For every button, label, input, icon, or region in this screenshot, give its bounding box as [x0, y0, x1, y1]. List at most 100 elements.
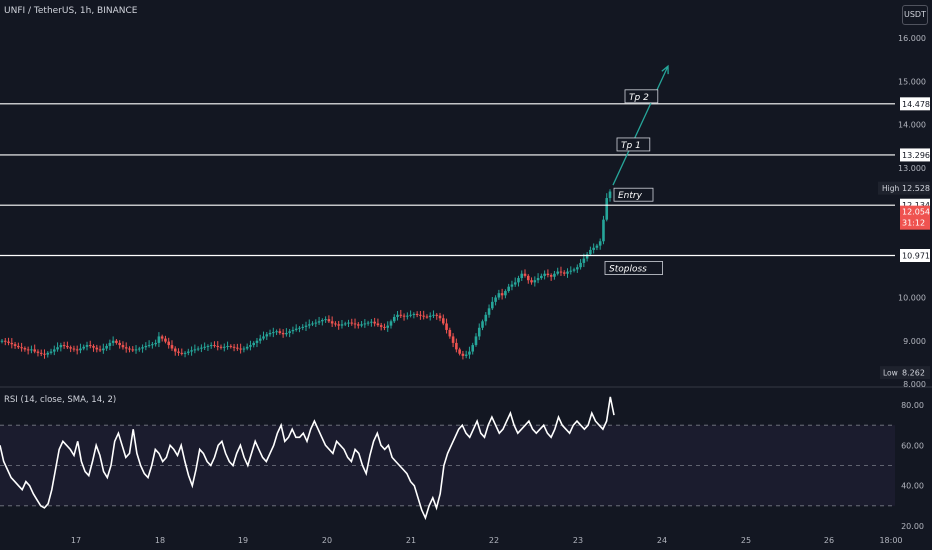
candle [520, 270, 524, 281]
time-tick-label: 21 [406, 536, 416, 545]
candle [196, 346, 200, 352]
candle [170, 340, 174, 351]
candle [373, 317, 376, 327]
svg-text:Stoploss: Stoploss [609, 265, 647, 275]
candle [363, 319, 367, 328]
candle [10, 338, 14, 349]
candle [543, 270, 546, 280]
candle [154, 339, 157, 347]
candle [343, 321, 347, 327]
candle [353, 318, 357, 329]
svg-text:31:12: 31:12 [902, 219, 925, 228]
candle [592, 243, 595, 254]
time-tick-label: 18 [155, 536, 165, 545]
candle [566, 268, 569, 278]
candle [441, 314, 445, 326]
current-price-badge: 12.054 31:12 [900, 205, 930, 230]
candle [399, 309, 403, 319]
candle [445, 318, 448, 334]
rsi-band-lines [0, 424, 895, 507]
candle [173, 346, 177, 356]
candle [56, 342, 59, 352]
time-tick-label: 18:00 [879, 536, 902, 545]
candle [137, 346, 141, 352]
svg-text:14.478: 14.478 [902, 100, 930, 109]
price-pane[interactable]: Tp 2 Tp 1 Entry Stoploss [0, 64, 895, 360]
level-price-badge: 14.478 [900, 97, 930, 111]
time-tick-label: 26 [824, 536, 834, 545]
candle [128, 346, 131, 353]
candle [23, 346, 27, 352]
candle [330, 316, 334, 327]
candle [30, 345, 33, 354]
candle [474, 333, 478, 347]
candle [258, 334, 262, 344]
candle [298, 326, 301, 333]
candle [167, 337, 171, 349]
price-levels [0, 103, 895, 257]
candle [281, 329, 285, 338]
candle [507, 283, 510, 293]
candle [311, 321, 314, 327]
candle [458, 347, 461, 356]
candle [334, 321, 337, 327]
candle [422, 310, 425, 320]
svg-text:13.296: 13.296 [902, 151, 930, 160]
candle [576, 264, 579, 273]
candle [160, 334, 164, 342]
price-scale[interactable]: 16.000 15.000 14.000 13.000 10.000 9.000 8.000 [898, 34, 926, 389]
candle [438, 312, 442, 322]
rsi-tick-label: 20.00 [901, 522, 924, 531]
candle [26, 346, 30, 355]
candle [504, 289, 507, 299]
annotation-stoploss: Stoploss [604, 261, 663, 275]
candle [200, 344, 203, 353]
candle [229, 344, 233, 349]
candle [559, 266, 563, 276]
currency-button[interactable]: USDT [902, 5, 928, 25]
candle [360, 321, 363, 328]
candle [419, 310, 422, 320]
candle [268, 329, 272, 337]
rsi-pane[interactable] [0, 396, 895, 521]
rsi-line [0, 396, 615, 521]
candle [118, 340, 121, 349]
time-scale[interactable]: 17 18 19 20 21 22 23 24 25 26 18:00 [71, 536, 903, 545]
candle [321, 318, 324, 326]
scale-labels: 14.47813.29612.13410.971High12.52812.054… [878, 97, 930, 380]
candle [242, 346, 246, 353]
candle [546, 269, 550, 278]
candle [245, 343, 249, 351]
candle [389, 319, 393, 329]
candle [252, 341, 255, 348]
candle [366, 320, 370, 326]
candles [0, 189, 612, 360]
candle [275, 329, 278, 336]
candle [105, 343, 108, 351]
candle [500, 288, 504, 300]
svg-text:Entry: Entry [618, 191, 643, 201]
symbol-title: UNFI / TetherUS, 1h, BINANCE [4, 6, 138, 16]
candle [79, 343, 82, 354]
rsi-tick-label: 60.00 [901, 441, 924, 450]
rsi-scale[interactable]: 80.00 60.00 40.00 20.00 [901, 401, 924, 531]
candle [239, 343, 242, 354]
candle [340, 319, 344, 329]
candle [497, 289, 501, 300]
candle [157, 332, 161, 348]
candle [347, 319, 350, 327]
candle [222, 343, 226, 352]
candle [595, 243, 599, 251]
candle [249, 340, 252, 351]
candle [111, 336, 115, 346]
candle [376, 318, 380, 327]
rsi-indicator-title[interactable]: RSI (14, close, SMA, 14, 2) [4, 395, 117, 405]
candle [448, 327, 452, 339]
candle [412, 312, 416, 319]
svg-text:8.262: 8.262 [902, 369, 925, 378]
candle [406, 312, 409, 320]
candle [494, 295, 497, 306]
candle [288, 328, 291, 338]
candle [180, 348, 184, 356]
